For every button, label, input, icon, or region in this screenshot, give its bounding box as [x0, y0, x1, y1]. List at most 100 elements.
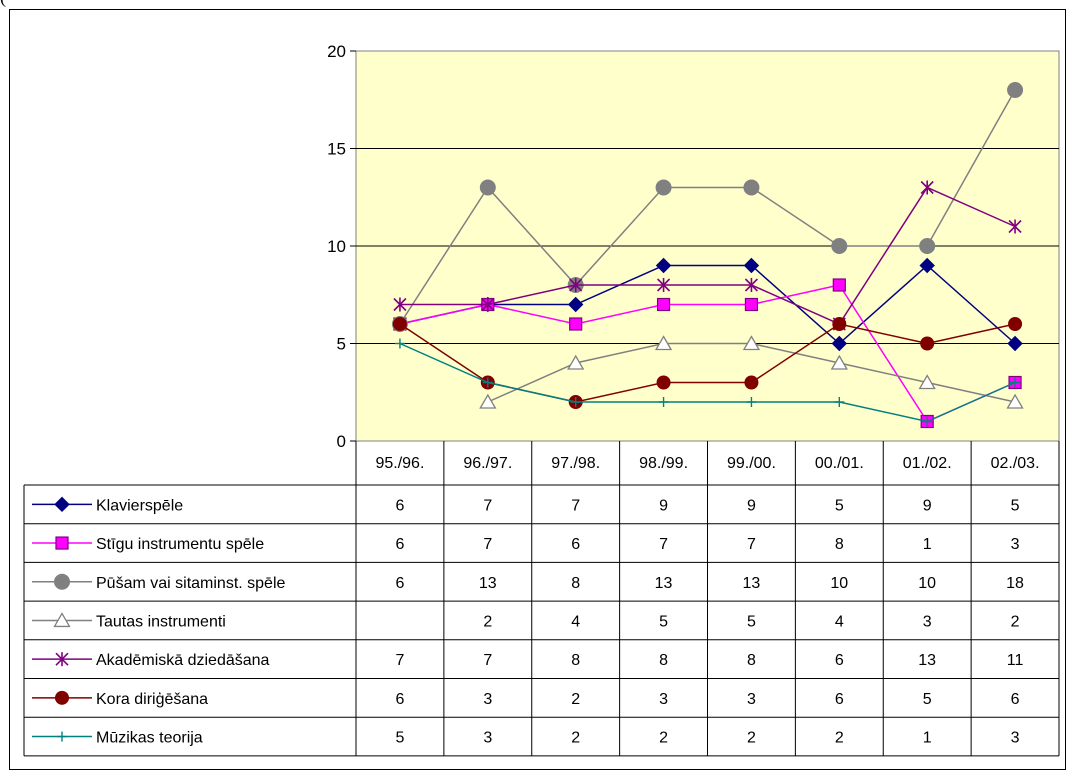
table-cell: 6 [1011, 691, 1020, 708]
category-label: 96./97. [463, 455, 512, 472]
data-point [831, 238, 848, 254]
data-point [54, 496, 70, 513]
table-cell: 1 [923, 730, 932, 747]
table-cell: 13 [743, 575, 761, 592]
data-point [1006, 393, 1024, 409]
data-point [655, 257, 672, 274]
table-cell: 2 [571, 730, 580, 747]
data-point [54, 573, 70, 590]
series-line [399, 89, 1016, 325]
table-cell: 6 [571, 536, 580, 553]
table-cell: 7 [483, 497, 492, 514]
data-point [832, 317, 847, 331]
data-point [922, 416, 933, 427]
data-point [481, 297, 495, 312]
data-point [1007, 335, 1023, 352]
data-point [569, 278, 583, 292]
table-cell: 6 [395, 691, 404, 708]
data-point [55, 652, 69, 667]
data-point [569, 317, 583, 331]
data-point [834, 397, 845, 407]
data-point [55, 690, 69, 705]
series-line [399, 186, 1016, 325]
data-point [744, 375, 759, 390]
table-cell: 8 [571, 652, 580, 669]
series-group [393, 180, 1022, 331]
legend-key [32, 536, 92, 550]
table-cell: 5 [659, 613, 668, 630]
table-cell: 2 [835, 730, 844, 747]
data-point [832, 278, 846, 292]
table-cell: 8 [571, 575, 580, 592]
data-point [1008, 317, 1023, 331]
table-cell: 3 [1011, 536, 1020, 553]
table-cell: 7 [483, 536, 492, 553]
legend-key [32, 612, 92, 628]
category-label: 99./00. [727, 455, 776, 472]
data-point [1010, 377, 1021, 388]
table-cell: 3 [923, 613, 932, 630]
table-cell: 3 [483, 691, 492, 708]
legend-key [32, 573, 92, 590]
series-group [479, 335, 1024, 409]
cropped-text-fragment: ( [0, 0, 340, 10]
legend-label: Mūzikas teorija [96, 730, 203, 747]
table-cell: 8 [835, 536, 844, 553]
table-cell: 5 [923, 691, 932, 708]
legend-label: Akadēmiskā dziedāšana [96, 652, 270, 669]
legend-label: Tautas instrumenti [96, 613, 226, 630]
table-cell: 3 [747, 691, 756, 708]
data-point [393, 297, 407, 312]
data-point [742, 335, 761, 351]
table-cell: 4 [835, 613, 844, 630]
table-cell: 7 [659, 536, 668, 553]
data-point [744, 297, 759, 312]
data-point [1008, 219, 1022, 234]
data-point [479, 393, 497, 409]
legend-key [32, 652, 92, 667]
data-point [570, 397, 581, 407]
data-point [831, 335, 848, 352]
table-cell: 13 [655, 575, 673, 592]
table-cell: 7 [571, 497, 580, 514]
data-point [394, 338, 405, 349]
data-point [57, 731, 67, 742]
y-tick-label: 10 [327, 237, 346, 256]
table-cell: 2 [747, 730, 756, 747]
data-point [567, 354, 585, 370]
legend-label: Kora diriģēšana [96, 690, 208, 708]
category-label: 02./03. [991, 455, 1040, 472]
legend-key [32, 690, 92, 705]
series-line [399, 264, 1016, 345]
legend-key [32, 731, 92, 742]
data-point [744, 278, 759, 292]
table-cell: 2 [659, 730, 668, 747]
data-point [482, 377, 493, 388]
table-cell: 3 [659, 691, 668, 708]
table-cell: 18 [1006, 575, 1024, 592]
table-cell: 8 [747, 652, 756, 669]
table-cell: 2 [483, 613, 492, 630]
data-point [919, 257, 935, 274]
data-point [658, 397, 669, 407]
table-cell: 7 [747, 536, 756, 553]
table-cell: 8 [659, 652, 668, 669]
data-point [656, 297, 671, 312]
series-line [399, 342, 1016, 423]
data-point [655, 179, 672, 196]
data-point [920, 336, 935, 351]
data-point [746, 397, 757, 407]
chart-frame [9, 9, 1066, 770]
series-line [399, 284, 1016, 423]
data-point [656, 375, 671, 390]
series-lines [391, 82, 1024, 429]
data-point [919, 238, 936, 254]
legend-key [32, 496, 92, 513]
table-cell: 5 [1011, 497, 1020, 514]
table-cell: 9 [747, 497, 756, 514]
table-cell: 1 [923, 536, 932, 553]
table-cell: 13 [479, 575, 497, 592]
category-label: 00./01. [815, 455, 864, 472]
table-cell: 9 [923, 497, 932, 514]
